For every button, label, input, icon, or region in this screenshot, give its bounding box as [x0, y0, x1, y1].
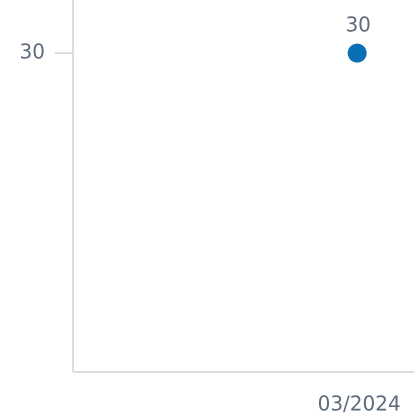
data-point: [347, 43, 367, 63]
y-tick-label: 30: [20, 40, 45, 64]
data-label: 30: [345, 13, 370, 37]
x-tick-label: 03/2024: [318, 392, 401, 416]
